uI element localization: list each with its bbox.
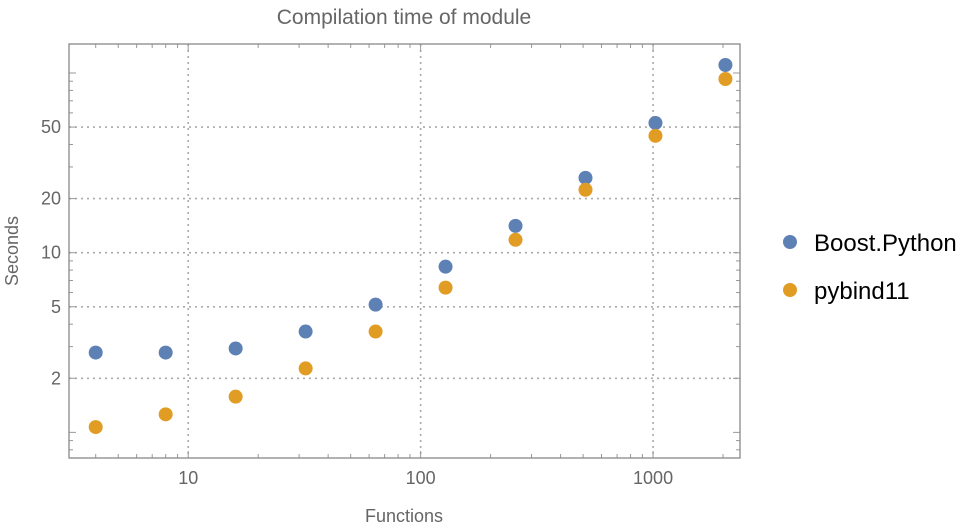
point-pybind11 — [298, 361, 313, 376]
point-boost-python — [228, 341, 243, 356]
y-tick-label: 10 — [41, 243, 61, 263]
legend-marker-boost-python — [783, 235, 797, 249]
y-tick-label: 20 — [41, 189, 61, 209]
x-tick-label: 1000 — [633, 468, 673, 488]
point-pybind11 — [718, 71, 733, 86]
point-boost-python — [368, 297, 383, 312]
y-tick-label: 50 — [41, 117, 61, 137]
point-boost-python — [718, 57, 733, 72]
point-pybind11 — [508, 232, 523, 247]
y-tick-label: 5 — [51, 297, 61, 317]
point-boost-python — [298, 324, 313, 339]
legend: Boost.Python pybind11 — [783, 230, 957, 305]
point-pybind11 — [648, 128, 663, 143]
legend-label-pybind11: pybind11 — [814, 278, 910, 305]
axis-ticks: 10 100 1000 2 5 10 20 50 — [41, 44, 740, 488]
point-boost-python — [438, 259, 453, 274]
legend-label-boost-python: Boost.Python — [814, 230, 957, 257]
legend-marker-pybind11 — [783, 283, 797, 297]
point-boost-python — [88, 345, 103, 360]
point-pybind11 — [228, 389, 243, 404]
x-tick-label: 10 — [178, 468, 198, 488]
point-pybind11 — [438, 280, 453, 295]
x-tick-label: 100 — [406, 468, 436, 488]
point-pybind11 — [158, 407, 173, 422]
data-points — [88, 57, 733, 435]
point-pybind11 — [368, 324, 383, 339]
point-boost-python — [648, 115, 663, 130]
y-axis-label: Seconds — [2, 216, 22, 286]
x-axis-label: Functions — [365, 506, 443, 525]
point-boost-python — [158, 345, 173, 360]
point-boost-python — [508, 218, 523, 233]
grid — [69, 44, 740, 458]
plot-frame — [68, 43, 741, 459]
chart-title: Compilation time of module — [277, 6, 531, 29]
point-pybind11 — [578, 182, 593, 197]
y-tick-label: 2 — [51, 368, 61, 388]
point-boost-python — [578, 170, 593, 185]
point-pybind11 — [88, 420, 103, 435]
